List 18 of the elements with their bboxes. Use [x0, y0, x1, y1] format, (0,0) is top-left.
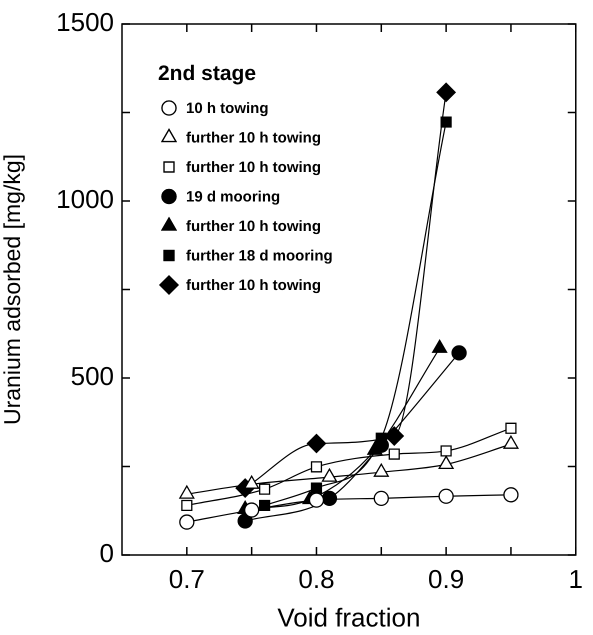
x-axis-title: Void fraction — [277, 602, 420, 633]
y-axis-title: Uranium adsorbed [mg/kg] — [0, 154, 26, 426]
y-tick-label: 0 — [100, 538, 114, 568]
legend-label: further 10 h towing — [186, 277, 321, 294]
legend-label: further 10 h towing — [186, 159, 321, 176]
x-tick-label: 0.7 — [168, 564, 205, 594]
legend-label: further 10 h towing — [186, 130, 321, 147]
x-tick-label: 1 — [568, 564, 584, 594]
x-tick-label: 0.9 — [428, 564, 464, 594]
legend-label: further 18 d mooring — [186, 248, 333, 265]
y-tick-label: 1000 — [56, 184, 114, 214]
legend-label: further 10 h towing — [186, 218, 321, 236]
legend-title: 2nd stage — [158, 62, 256, 85]
legend-label: 19 d mooring — [186, 188, 280, 206]
y-tick-label: 500 — [70, 361, 114, 392]
y-tick-label: 1500 — [56, 7, 114, 38]
legend-label: 10 h towing — [186, 100, 268, 118]
x-tick-label: 0.8 — [298, 564, 335, 594]
